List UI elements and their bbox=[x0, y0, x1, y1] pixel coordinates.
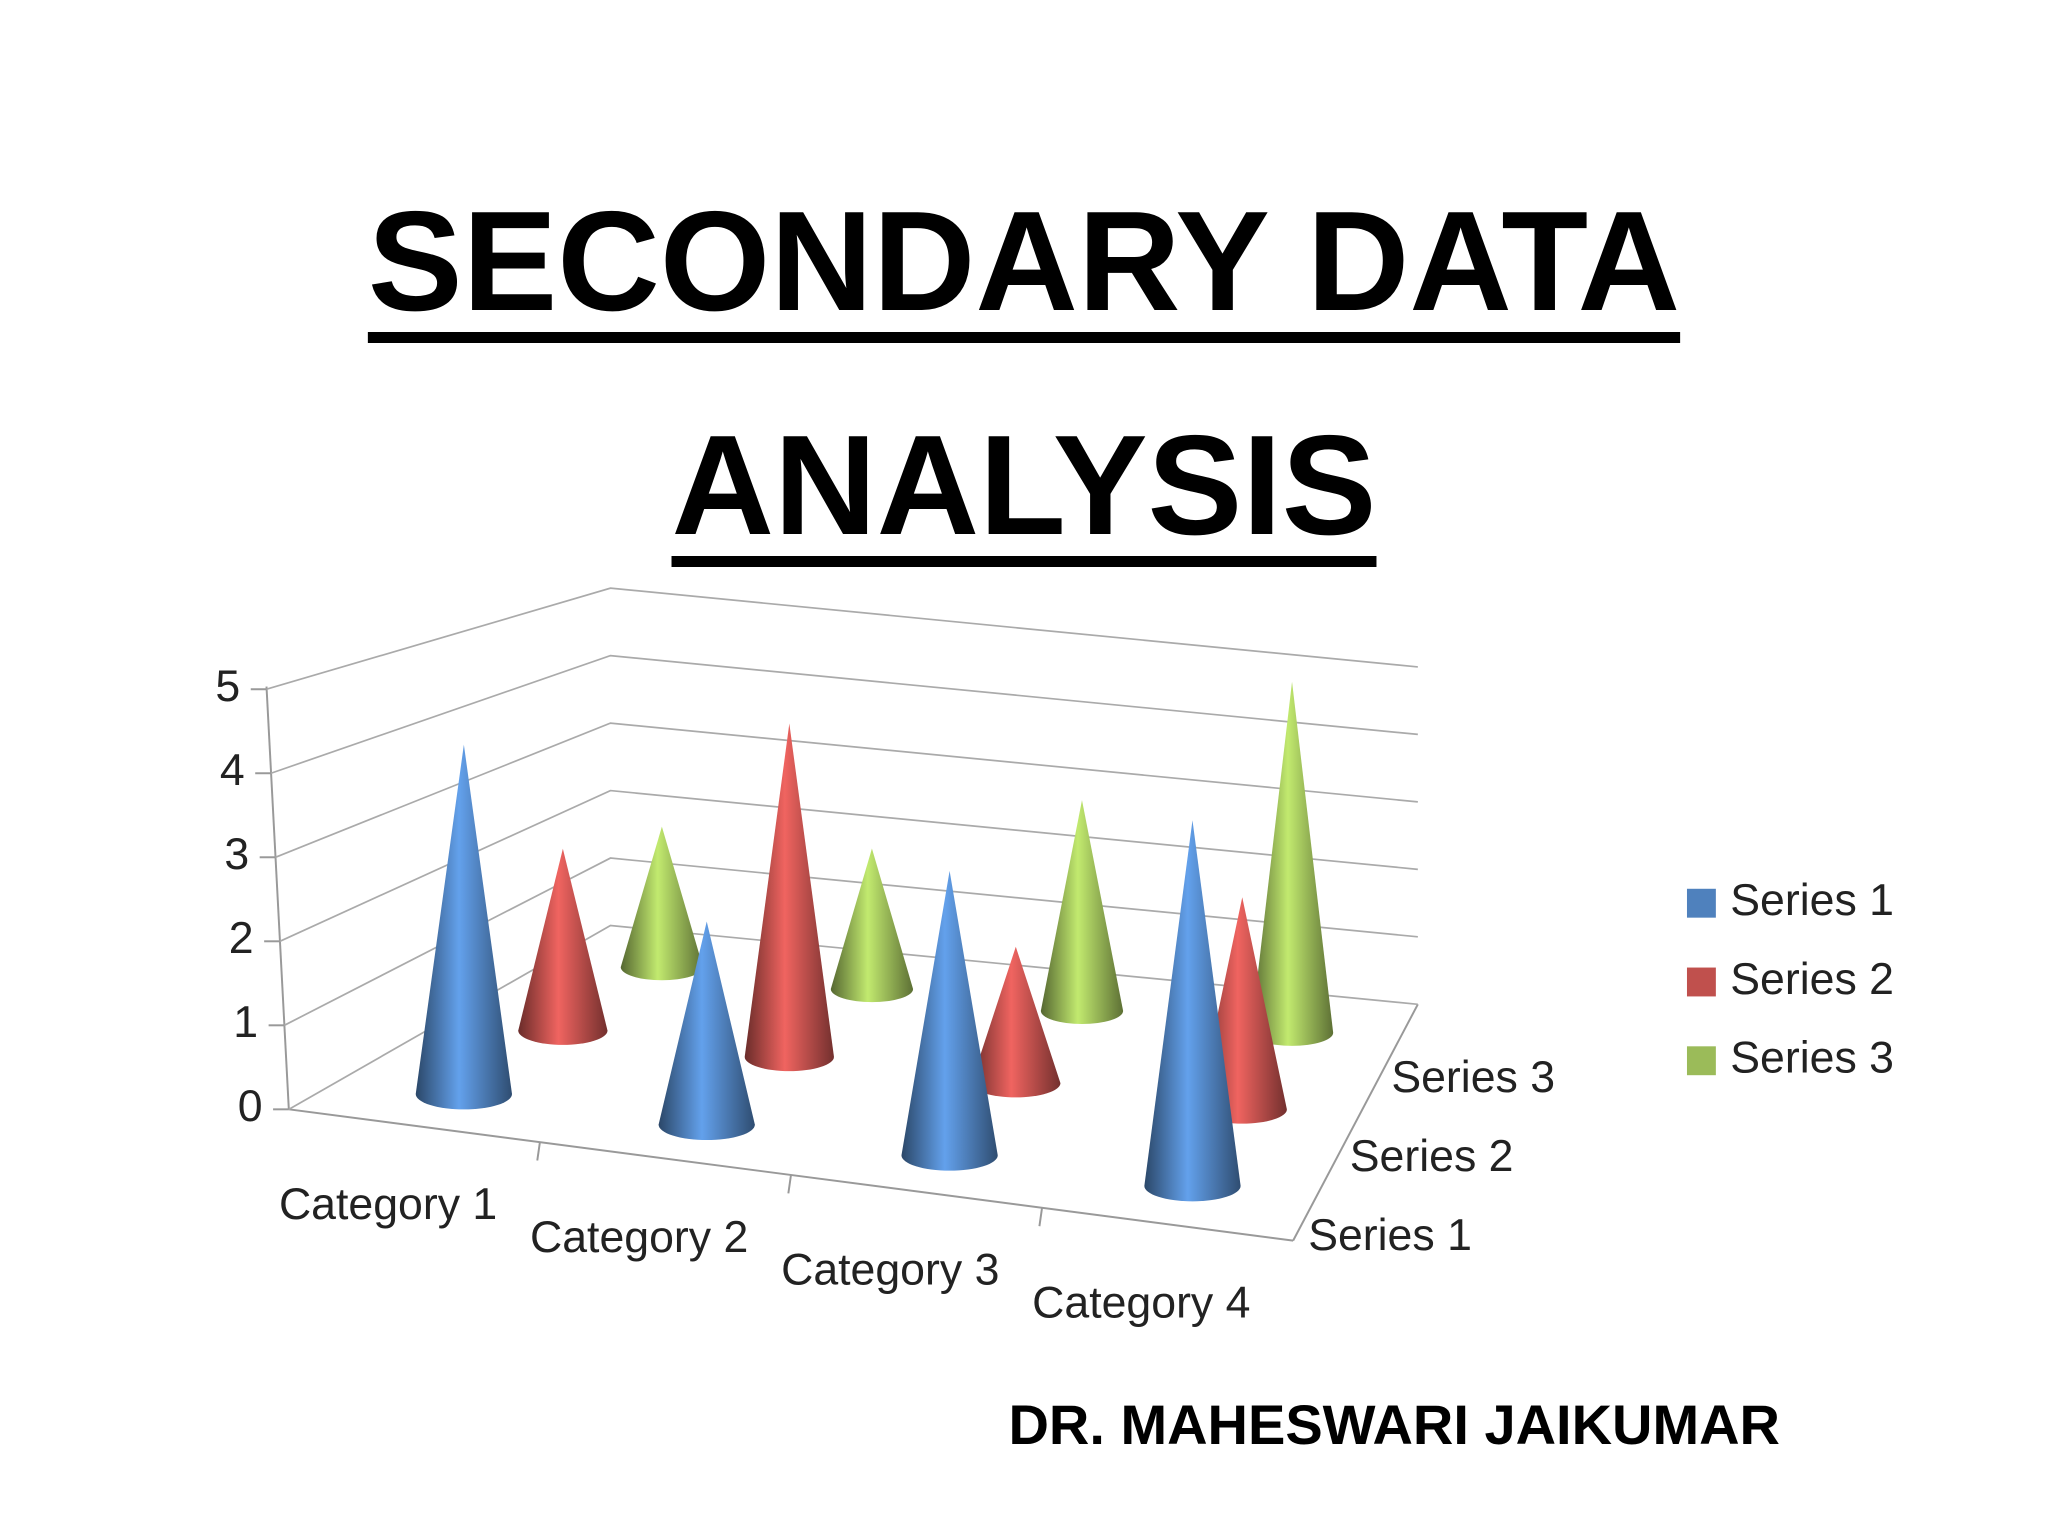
cone bbox=[744, 723, 834, 1072]
grid-line bbox=[279, 789, 1418, 943]
grid-line bbox=[275, 722, 1418, 859]
cone bbox=[971, 946, 1061, 1098]
x-tick bbox=[787, 1174, 792, 1194]
y-tick-label: 1 bbox=[233, 998, 258, 1047]
depth-label: Series 3 bbox=[1391, 1053, 1555, 1102]
cone bbox=[620, 826, 704, 981]
slide-author: DR. MAHESWARI JAIKUMAR bbox=[1008, 1393, 1780, 1456]
grid-line bbox=[288, 924, 1418, 1111]
y-tick-label: 0 bbox=[238, 1082, 263, 1131]
cone bbox=[830, 848, 914, 1003]
depth-label: Series 2 bbox=[1350, 1132, 1514, 1181]
cone bbox=[1040, 800, 1124, 1025]
x-tick bbox=[1038, 1207, 1044, 1227]
cone bbox=[415, 744, 512, 1110]
grid-line bbox=[270, 654, 1418, 775]
depth-axis bbox=[1292, 1003, 1419, 1242]
legend-label: Series 1 bbox=[1730, 876, 1894, 925]
grid-line bbox=[283, 857, 1418, 1027]
legend-swatch bbox=[1686, 967, 1716, 997]
legend-label: Series 2 bbox=[1730, 955, 1894, 1004]
x-tick-label: Category 4 bbox=[1032, 1278, 1250, 1327]
y-tick-label: 2 bbox=[229, 914, 254, 963]
cone bbox=[901, 870, 998, 1171]
left-axis bbox=[265, 686, 290, 1110]
x-tick bbox=[536, 1142, 541, 1161]
y-tick-label: 5 bbox=[215, 662, 240, 711]
legend-swatch bbox=[1686, 888, 1716, 918]
x-tick-label: Category 3 bbox=[781, 1246, 999, 1295]
y-tick-label: 3 bbox=[224, 830, 249, 879]
x-tick-label: Category 2 bbox=[530, 1213, 748, 1262]
cone bbox=[1250, 681, 1334, 1046]
cone bbox=[658, 921, 755, 1141]
cone bbox=[518, 848, 608, 1045]
depth-label: Series 1 bbox=[1308, 1211, 1472, 1260]
cone bbox=[1144, 820, 1241, 1202]
legend-swatch bbox=[1686, 1046, 1716, 1076]
x-tick-label: Category 1 bbox=[279, 1180, 497, 1229]
grid-line bbox=[266, 587, 1418, 691]
slide-title: SECONDARY DATA ANALYSIS bbox=[367, 182, 1681, 565]
y-tick-label: 4 bbox=[220, 746, 245, 795]
legend-label: Series 3 bbox=[1730, 1034, 1894, 1083]
